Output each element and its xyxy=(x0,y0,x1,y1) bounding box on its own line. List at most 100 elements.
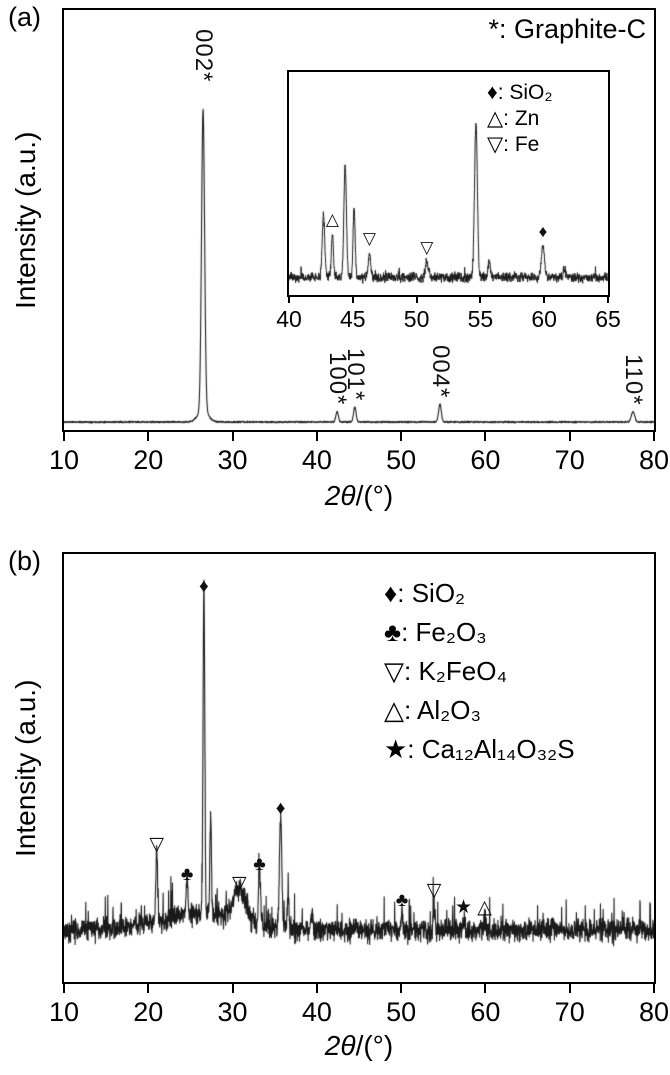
legend-text: ♣: Fe₂O₃ xyxy=(384,617,487,647)
inset-x-ticks: 40 45 50 55 60 65 xyxy=(276,297,621,332)
x-tick-label: 50 xyxy=(403,306,430,332)
x-tick-label: 40 xyxy=(301,445,332,475)
x-tick xyxy=(63,432,65,441)
x-tick xyxy=(543,297,546,303)
x-tick-label: 55 xyxy=(467,306,494,332)
legend-text: ★: Ca₁₂Al₁₄O₃₂S xyxy=(384,734,575,764)
inset-plot-area: ♦: SiO₂ △: Zn ▽: Fe △ ▽ ▽ ♦ xyxy=(287,70,610,297)
x-tick-label: 50 xyxy=(386,997,417,1027)
phase-marker: △ xyxy=(477,896,492,918)
xrd-inset-trace xyxy=(289,72,608,295)
x-tick-label: 70 xyxy=(554,445,585,475)
phase-marker: ▽ xyxy=(149,833,165,855)
x-tick-label: 40 xyxy=(301,997,332,1027)
x-tick xyxy=(147,984,150,993)
legend-text: ▽: K₂FeO₄ xyxy=(384,656,508,686)
phase-marker: ♦ xyxy=(538,222,548,242)
y-axis-label-b: Intensity (a.u.) xyxy=(10,679,41,857)
peak-label: 100* xyxy=(324,352,352,406)
x-ticks-a: 10 20 30 40 50 60 70 80 xyxy=(49,432,669,482)
x-tick xyxy=(653,984,655,993)
x-ticks-b: 10 20 30 40 50 60 70 80 xyxy=(49,984,669,1034)
peak-label: 101* xyxy=(341,347,369,401)
x-tick xyxy=(400,432,403,441)
x-tick-label: 60 xyxy=(531,306,557,332)
inset-legend: ♦: SiO₂ △: Zn ▽: Fe xyxy=(487,80,553,158)
x-tick xyxy=(147,432,150,441)
legend-entry: △: Zn xyxy=(487,106,553,132)
x-tick xyxy=(479,297,482,303)
legend-text: ▽: Fe xyxy=(487,133,540,156)
inset-plot: ♦: SiO₂ △: Zn ▽: Fe △ ▽ ▽ ♦ 40 45 50 55 60 65 xyxy=(276,70,621,332)
phase-marker: ▽ xyxy=(362,228,376,248)
x-axis-label-unit: /(°) xyxy=(355,480,394,511)
x-tick-label: 80 xyxy=(638,997,670,1027)
x-tick xyxy=(315,432,318,441)
x-tick-label: 20 xyxy=(133,997,164,1027)
x-tick xyxy=(288,297,290,303)
plot-area-b: ♦: SiO₂ ♣: Fe₂O₃ ▽: K₂FeO₄ △: Al₂O₃ ★: C… xyxy=(62,552,656,984)
peak-label: 002* xyxy=(190,28,218,82)
phase-legend: ♦: SiO₂ ♣: Fe₂O₃ ▽: K₂FeO₄ △: Al₂O₃ ★: C… xyxy=(384,578,575,773)
x-tick-label: 10 xyxy=(48,445,80,475)
x-tick xyxy=(315,984,318,993)
phase-marker: ♣ xyxy=(180,863,194,885)
legend-entry: ♣: Fe₂O₃ xyxy=(384,617,575,647)
x-tick xyxy=(63,984,65,993)
legend-entry: △: Al₂O₃ xyxy=(384,695,575,725)
phase-marker: △ xyxy=(325,209,339,229)
x-tick xyxy=(568,984,571,993)
x-tick-label: 30 xyxy=(217,997,248,1027)
x-tick-label: 30 xyxy=(217,445,248,475)
phase-marker: ♣ xyxy=(253,853,266,875)
phase-marker: ▽ xyxy=(426,880,442,901)
x-tick xyxy=(653,432,655,441)
phase-marker: ♣ xyxy=(395,889,409,911)
peak-label: 004* xyxy=(426,344,454,398)
phase-marker: ♦ xyxy=(275,797,286,819)
x-tick-label: 45 xyxy=(340,306,366,332)
phase-marker: ▽ xyxy=(232,873,247,895)
x-tick-label: 50 xyxy=(386,445,417,475)
panel-b-label: (b) xyxy=(8,546,41,576)
x-axis-label-b: 2θ/(°) xyxy=(62,1030,656,1062)
x-tick-label: 70 xyxy=(554,997,585,1027)
x-tick xyxy=(231,984,234,993)
x-tick-label: 65 xyxy=(595,306,621,332)
phase-marker: ▽ xyxy=(420,237,434,257)
legend-entry: ♦: SiO₂ xyxy=(487,80,553,106)
x-tick-label: 60 xyxy=(470,445,501,475)
x-axis-label-unit: /(°) xyxy=(355,1030,394,1061)
x-tick xyxy=(484,432,487,441)
x-tick xyxy=(607,297,609,303)
xrd-trace-b xyxy=(64,554,654,982)
legend-entry: ▽: Fe xyxy=(487,132,553,158)
peak-label: 110* xyxy=(619,353,647,406)
legend-entry: ▽: K₂FeO₄ xyxy=(384,656,575,686)
x-tick-label: 80 xyxy=(638,445,670,475)
x-axis-label-a: 2θ/(°) xyxy=(62,480,656,512)
legend-entry: ♦: SiO₂ xyxy=(384,578,575,608)
x-tick-label: 10 xyxy=(48,997,80,1027)
x-tick xyxy=(400,984,403,993)
phase-marker: ♦ xyxy=(199,576,209,598)
y-axis-label-a: Intensity (a.u.) xyxy=(10,131,41,309)
legend-text: ♦: SiO₂ xyxy=(487,81,553,104)
x-tick xyxy=(351,297,354,303)
x-axis-label-symbol: 2θ xyxy=(324,480,356,511)
x-tick-label: 60 xyxy=(470,997,501,1027)
legend-entry: ★: Ca₁₂Al₁₄O₃₂S xyxy=(384,734,575,764)
legend-text: △: Zn xyxy=(487,107,540,130)
x-axis-label-symbol: 2θ xyxy=(324,1030,356,1061)
x-tick xyxy=(568,432,571,441)
x-tick xyxy=(415,297,418,303)
x-tick-label: 40 xyxy=(276,306,302,332)
x-tick-label: 20 xyxy=(133,445,164,475)
x-tick xyxy=(231,432,234,441)
phase-marker: ★ xyxy=(454,896,473,918)
graphite-annotation: *: Graphite-C xyxy=(488,14,646,44)
legend-text: △: Al₂O₃ xyxy=(384,695,482,725)
x-tick xyxy=(484,984,487,993)
legend-text: ♦: SiO₂ xyxy=(384,578,466,608)
